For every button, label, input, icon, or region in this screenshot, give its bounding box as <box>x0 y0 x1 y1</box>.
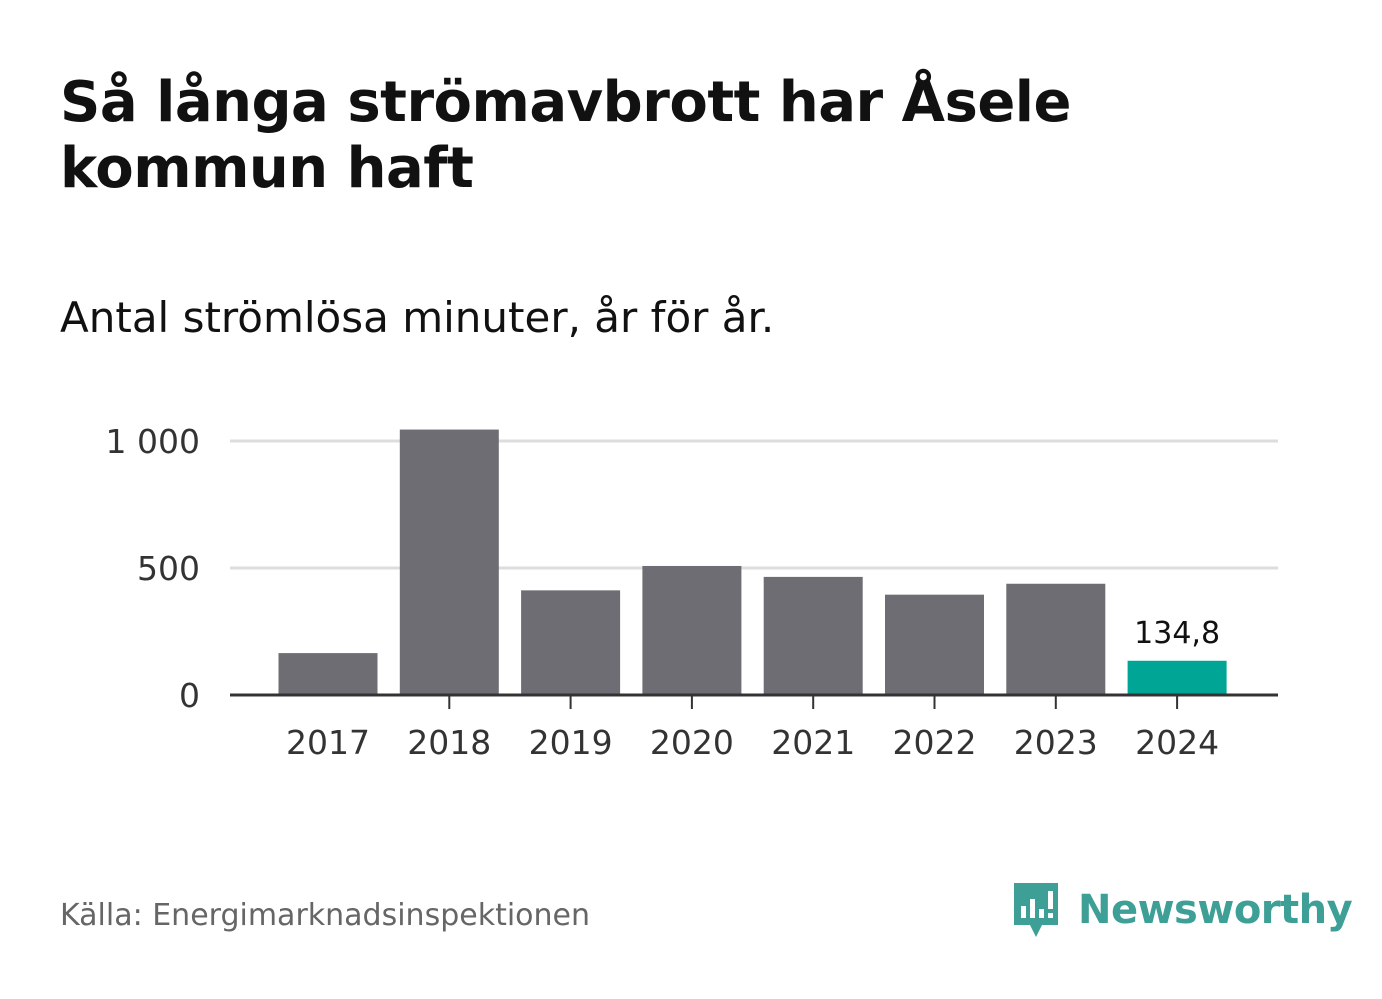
data-label-2024: 134,8 <box>1134 616 1220 651</box>
y-tick-label: 1 000 <box>106 422 200 461</box>
x-tick-label-2019: 2019 <box>529 723 613 762</box>
x-tick-label-2020: 2020 <box>650 723 734 762</box>
bar-2024 <box>1127 660 1227 695</box>
bar-chart: 0 500 1 000 2017 2018 2019 2020 2021 2022 2023 202… <box>106 422 1278 762</box>
gridlines <box>230 439 1278 570</box>
bar-2019 <box>521 590 621 695</box>
brand-name: Newsworthy <box>1078 887 1353 933</box>
x-tick-label-2017: 2017 <box>286 723 370 762</box>
source-note: Källa: Energimarknadsinspektionen <box>60 898 591 933</box>
bar-2018 <box>399 429 499 695</box>
chart-subtitle: Antal strömlösa minuter, år för år. <box>60 293 775 342</box>
x-tick-label-2021: 2021 <box>771 723 855 762</box>
y-tick-label: 500 <box>137 549 200 588</box>
brand-logo: Newsworthy <box>1010 878 1353 942</box>
newsworthy-icon <box>1014 883 1058 937</box>
bar-2020 <box>642 565 742 695</box>
bar-2023 <box>1006 583 1106 695</box>
axes <box>230 693 1278 709</box>
x-tick-label-2022: 2022 <box>893 723 977 762</box>
x-tick-label-2024: 2024 <box>1135 723 1219 762</box>
bars <box>278 429 1227 695</box>
y-tick-label: 0 <box>179 676 200 715</box>
bar-2021 <box>763 576 863 695</box>
labels: 0 500 1 000 2017 2018 2019 2020 2021 2022 2023 202… <box>106 422 1221 762</box>
bar-2017 <box>278 653 378 695</box>
x-tick-label-2023: 2023 <box>1014 723 1098 762</box>
bar-2022 <box>885 594 984 695</box>
x-tick-label-2018: 2018 <box>407 723 491 762</box>
chart-title: Så långa strömavbrott har Åsele kommun h… <box>60 70 1071 201</box>
